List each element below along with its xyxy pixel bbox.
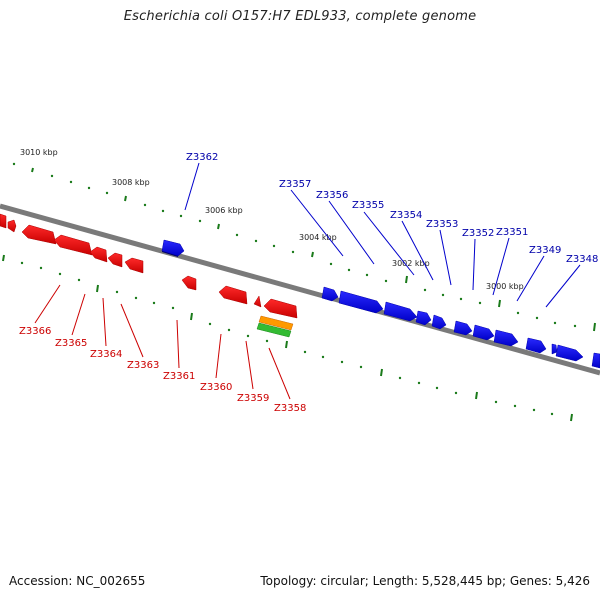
- kbp-label-3004: 3004 kbp: [299, 233, 337, 242]
- label-Z3362: Z3362: [186, 152, 218, 163]
- label-Z3349: Z3349: [529, 245, 561, 256]
- gene-Z3354[interactable]: [415, 310, 432, 326]
- map-title: Escherichia coli O157:H7 EDL933, complet…: [123, 9, 477, 24]
- forward-callout-lines: [184, 162, 581, 308]
- green-feature[interactable]: [256, 322, 292, 338]
- gene-Z3349[interactable]: [525, 337, 558, 355]
- label-Z3353: Z3353: [426, 219, 458, 230]
- orange-feature[interactable]: [258, 315, 294, 331]
- gene-partial-right[interactable]: [591, 352, 600, 369]
- gene-Z3365[interactable]: [53, 234, 93, 256]
- gene-Z3348[interactable]: [555, 344, 584, 362]
- kbp-label-3000: 3000 kbp: [486, 282, 524, 291]
- gene-Z3357[interactable]: [321, 286, 339, 302]
- kbp-label-3010: 3010 kbp: [20, 148, 58, 157]
- label-Z3364: Z3364: [90, 349, 122, 360]
- gene-Z3360[interactable]: [218, 285, 248, 305]
- gene-Z3355[interactable]: [383, 301, 418, 322]
- gene-Z3362[interactable]: [161, 239, 185, 257]
- forward-strand-genes: [161, 239, 600, 369]
- label-Z3352: Z3352: [462, 228, 494, 239]
- label-Z3363: Z3363: [127, 360, 159, 371]
- gene-Z3352[interactable]: [453, 320, 473, 336]
- label-Z3360: Z3360: [200, 382, 232, 393]
- label-Z3365: Z3365: [55, 338, 87, 349]
- label-Z3351: Z3351: [496, 227, 528, 238]
- gene-Z3356[interactable]: [338, 290, 384, 314]
- reverse-callout-lines: [34, 284, 291, 400]
- gene-Z3358[interactable]: [263, 298, 298, 319]
- label-Z3355: Z3355: [352, 200, 384, 211]
- kbp-label-3006: 3006 kbp: [205, 206, 243, 215]
- gene-Z3364[interactable]: [89, 246, 108, 263]
- kbp-label-3008: 3008 kbp: [112, 178, 150, 187]
- gene-Z3361[interactable]: [181, 275, 197, 291]
- accession-text: Accession: NC_002655: [9, 574, 146, 588]
- gene-Z3359[interactable]: [253, 295, 262, 308]
- gene-partial-left[interactable]: [0, 213, 17, 233]
- upper-tick-ruler: [12, 162, 596, 332]
- kbp-label-3002: 3002 kbp: [392, 259, 430, 268]
- gene-Z3353[interactable]: [431, 314, 447, 330]
- gene-Z3350[interactable]: [493, 329, 519, 347]
- gene-Z3363[interactable]: [124, 257, 144, 274]
- label-Z3348: Z3348: [566, 254, 598, 265]
- reverse-strand-genes: [0, 213, 298, 319]
- label-Z3366: Z3366: [19, 326, 51, 337]
- gene-Z3363-a[interactable]: [107, 252, 123, 268]
- lower-tick-ruler: [2, 254, 573, 422]
- label-Z3359: Z3359: [237, 393, 269, 404]
- label-Z3357: Z3357: [279, 179, 311, 190]
- gene-Z3366[interactable]: [21, 224, 57, 245]
- genome-summary-text: Topology: circular; Length: 5,528,445 bp…: [260, 574, 590, 588]
- label-Z3354: Z3354: [390, 210, 422, 221]
- label-Z3358: Z3358: [274, 403, 306, 414]
- label-Z3361: Z3361: [163, 371, 195, 382]
- gene-Z3351[interactable]: [472, 324, 495, 341]
- genome-backbone: [0, 203, 600, 376]
- label-Z3356: Z3356: [316, 190, 348, 201]
